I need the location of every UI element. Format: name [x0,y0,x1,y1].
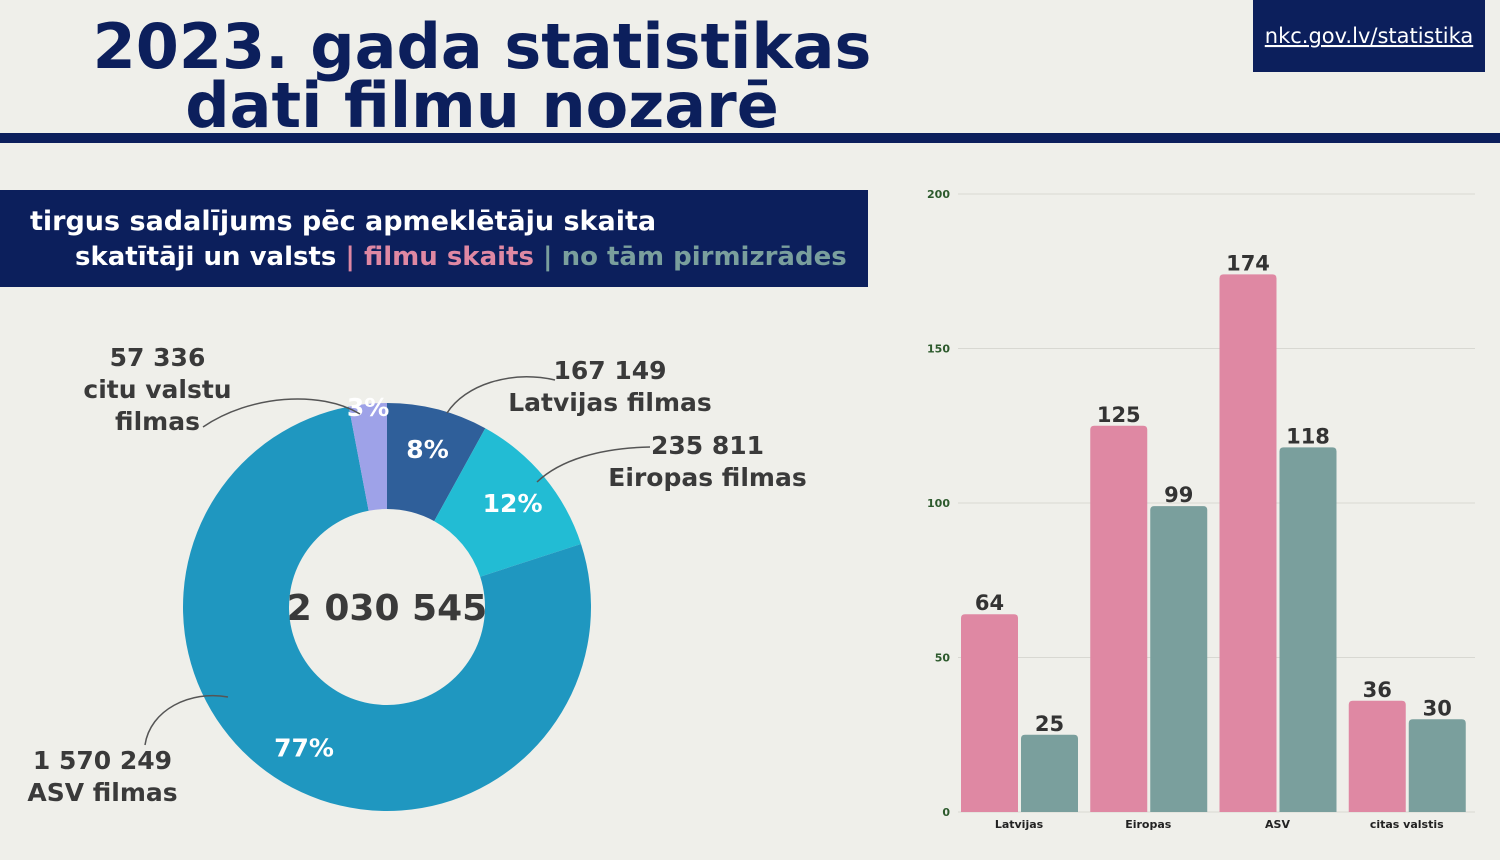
y-tick-label: 0 [942,806,950,819]
header-rule [0,133,1500,143]
slice-label: 8% [406,435,448,464]
count-label: 1 570 249 [32,746,173,775]
value-label: 99 [1164,483,1193,507]
value-label: 25 [1035,712,1064,736]
slice-annotation: 1 570 249 ASV filmas [20,745,185,809]
x-tick-label: ASV [1265,818,1290,831]
count-label: 235 811 [650,431,765,460]
y-tick-label: 200 [927,188,950,201]
banner [0,190,868,287]
y-tick-label: 150 [927,343,950,356]
bar [1408,719,1466,812]
slice-label: 12% [483,489,543,518]
bar [1021,734,1078,812]
bar [1090,425,1148,812]
bar [961,614,1018,812]
category-label: Latvijas filmas [508,388,712,417]
y-tick-label: 100 [927,497,950,510]
donut-slice [348,403,387,511]
annotation-arrow [536,446,651,483]
annotation-arrow [144,695,229,746]
slice-annotation: 235 811 Eiropas filmas [600,430,815,494]
slice-annotation: 57 336 citu valstu filmas [80,342,235,438]
bar [1219,274,1277,813]
donut-slice [387,403,486,522]
x-tick-label: Eiropas [1125,818,1172,831]
legend-entry: filmu skaits [364,242,534,272]
category-label: ASV filmas [27,778,178,807]
slice-label: 3% [347,393,389,422]
title-line: 2023. gada statistikas [93,10,872,83]
count-label: 167 149 [553,356,667,385]
legend-line: skatītāji un valsts | filmu skaits | no … [75,242,847,272]
y-tick-label: 50 [935,652,951,665]
slice-label: 77% [274,733,334,762]
value-label: 118 [1286,424,1330,448]
annotation-arrow [202,398,361,428]
link[interactable]: nkc.gov.lv/statistika [1265,24,1473,48]
slice-annotation: 167 149 Latvijas filmas [505,355,715,419]
value-label: 30 [1423,696,1452,720]
value-label: 174 [1226,251,1270,275]
bar [1279,447,1337,812]
legend-separator: | [345,242,355,272]
donut-title: tirgus sadalījums pēc apmeklētāju skaita [30,206,656,237]
category-label: citu valstu filmas [83,375,232,436]
bar [1348,700,1406,812]
legend-separator: | [543,242,553,272]
donut-slice [434,428,582,577]
count-label: 57 336 [109,343,206,372]
category-label: Eiropas filmas [608,463,807,492]
donut-slice [182,406,591,812]
link-box [1253,0,1485,72]
legend-entry: no tām pirmizrādes [562,242,847,272]
annotation-arrow [446,376,556,414]
title-line: dati filmu nozarē [185,69,779,142]
bar [1150,506,1208,812]
donut-total: 2 030 545 [287,588,487,629]
x-tick-label: Latvijas [995,818,1044,831]
value-label: 36 [1363,678,1392,702]
value-label: 125 [1097,403,1141,427]
x-tick-label: citas valstis [1370,818,1444,831]
value-label: 64 [975,591,1004,615]
legend-prefix: skatītāji un valsts [75,242,336,272]
